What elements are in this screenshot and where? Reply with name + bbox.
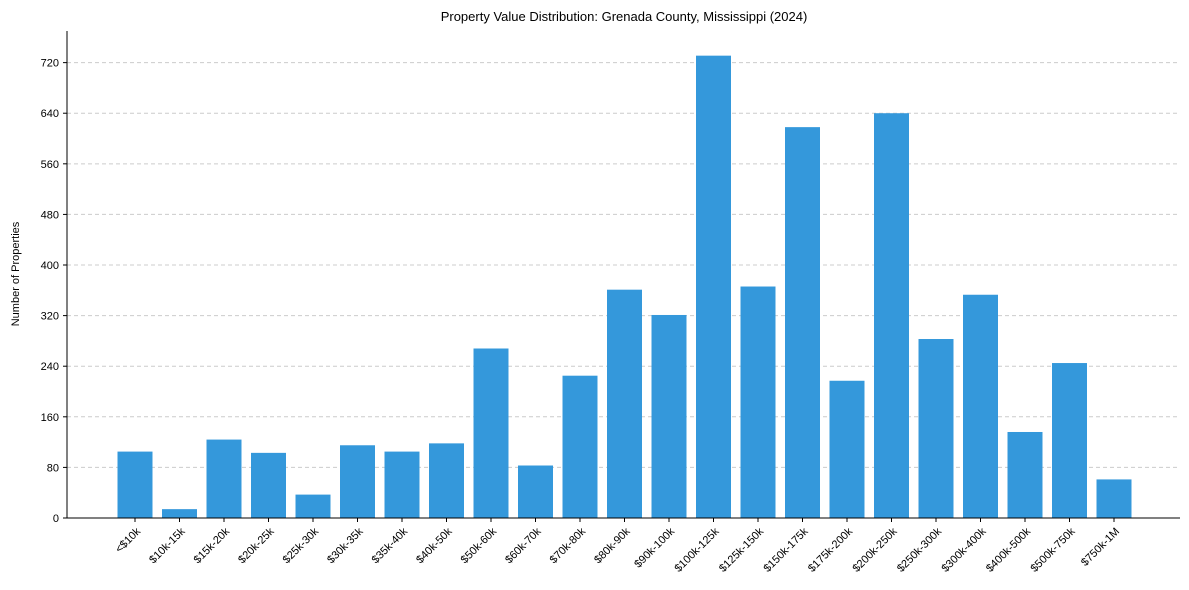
x-tick-label: $35k-40k [370,525,411,566]
bar-19 [963,294,998,518]
bar-1 [162,509,197,518]
bar-9 [518,465,553,518]
y-tick-label: 400 [41,260,59,272]
x-tick-label: $70k-80k [548,525,589,566]
x-tick-label: $80k-90k [592,525,633,566]
x-tick-label: $300k-400k [939,525,988,574]
bars [117,55,1132,519]
bar-8 [473,348,509,518]
bar-18 [918,339,954,518]
bar-16 [829,380,865,518]
x-tick-label: $90k-100k [632,525,677,570]
x-tick-label: $25k-30k [281,525,322,566]
bar-2 [206,439,242,518]
y-tick-label: 80 [47,462,59,474]
gridlines [67,62,1180,468]
x-tick-label: $60k-70k [503,525,544,566]
y-tick-label: 640 [41,108,59,120]
bar-22 [1096,479,1132,518]
bar-12 [651,314,687,518]
x-tick-label: $15k-20k [192,525,233,566]
y-tick-label: 480 [41,209,59,221]
y-tick-label: 0 [53,513,59,525]
y-axis-label: Number of Properties [10,221,22,326]
x-tick-label: $500k-750k [1028,525,1077,574]
x-tick-label: $200k-250k [850,525,899,574]
bar-20 [1007,431,1043,518]
bar-11 [607,289,642,518]
bar-10 [562,375,598,518]
x-tick-label: $100k-125k [672,525,721,574]
x-tick-label: <$10k [113,525,143,555]
y-tick-label: 160 [41,412,59,424]
bar-4 [295,494,331,518]
x-tick-label: $50k-60k [459,525,500,566]
x-tick-label: $125k-150k [717,525,766,574]
x-tick-label: $40k-50k [414,525,455,566]
x-tick-label: $20k-25k [236,525,277,566]
bar-5 [340,445,375,518]
x-tick-label: $30k-35k [325,525,366,566]
y-tick-label: 720 [41,58,59,70]
y-tick-label: 320 [41,311,59,323]
x-tick-label: $750k-1M [1079,526,1122,569]
bar-14 [740,286,776,518]
x-tick-label: $250k-300k [895,525,944,574]
chart-title: Property Value Distribution: Grenada Cou… [441,9,808,24]
bar-13 [696,55,731,519]
bar-6 [384,451,420,518]
x-tick-label: $150k-175k [761,525,810,574]
bar-3 [251,452,286,518]
bar-0 [117,451,153,518]
bar-21 [1052,363,1087,518]
bar-15 [785,127,820,518]
y-tick-label: 240 [41,361,59,373]
y-tick-label: 560 [41,159,59,171]
bar-17 [874,113,909,519]
bar-7 [429,443,464,518]
x-tick-label: $175k-200k [806,525,855,574]
x-tick-label: $400k-500k [984,525,1033,574]
x-tick-label: $10k-15k [147,525,188,566]
